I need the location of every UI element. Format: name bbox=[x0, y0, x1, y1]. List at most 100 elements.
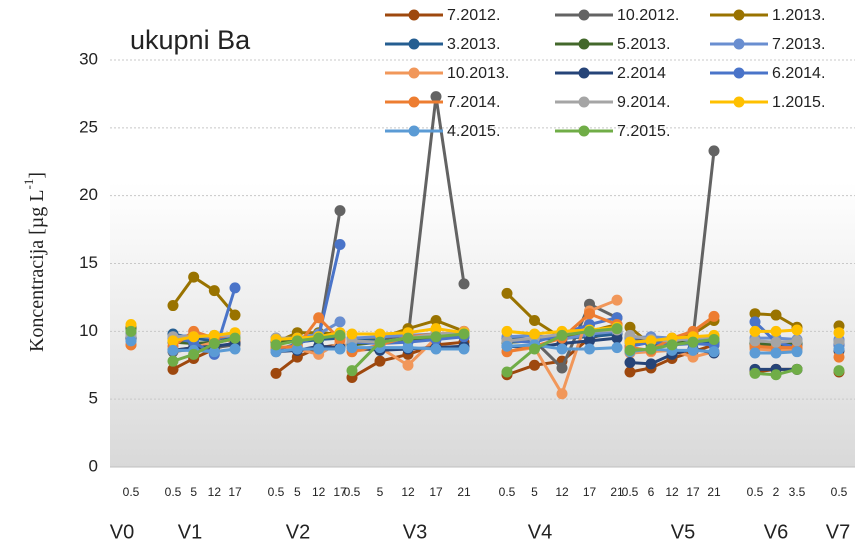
series-marker bbox=[770, 347, 782, 359]
series-line bbox=[275, 315, 342, 350]
series-marker bbox=[334, 316, 346, 328]
x-tick-label: 17 bbox=[429, 485, 443, 499]
series-marker bbox=[833, 327, 845, 339]
x-tick-label: 0.5 bbox=[499, 485, 516, 499]
series-marker bbox=[708, 310, 720, 322]
legend-marker bbox=[408, 125, 420, 137]
series-marker bbox=[208, 346, 220, 358]
legend-label: 10.2012. bbox=[617, 7, 679, 24]
legend-marker bbox=[578, 9, 590, 21]
series-marker bbox=[584, 335, 595, 347]
series-marker bbox=[346, 342, 358, 354]
legend-label: 1.2013. bbox=[772, 7, 825, 24]
series-marker bbox=[167, 335, 179, 347]
series-marker bbox=[402, 359, 414, 371]
series-marker bbox=[229, 282, 241, 294]
series-marker bbox=[791, 363, 803, 375]
series-marker bbox=[346, 365, 358, 377]
series-line bbox=[275, 333, 341, 347]
x-tick-label: 0.5 bbox=[165, 485, 182, 499]
series-marker bbox=[402, 332, 414, 344]
series-marker bbox=[556, 343, 568, 355]
series-marker bbox=[529, 343, 540, 355]
series-line bbox=[172, 331, 236, 343]
x-tick-label: 12 bbox=[665, 485, 679, 499]
series-marker bbox=[374, 355, 386, 367]
series-marker bbox=[770, 336, 782, 348]
x-tick-label: 17 bbox=[583, 485, 597, 499]
x-tick-label: 12 bbox=[555, 485, 569, 499]
series-marker bbox=[749, 335, 761, 347]
series-marker bbox=[708, 145, 720, 157]
series-marker bbox=[624, 321, 636, 333]
series-marker bbox=[611, 323, 623, 335]
series-marker bbox=[334, 343, 346, 355]
series-marker bbox=[167, 344, 179, 356]
legend-label: 5.2013. bbox=[617, 36, 670, 53]
series-marker bbox=[402, 342, 414, 354]
series-marker bbox=[770, 369, 782, 381]
legend-marker bbox=[578, 125, 590, 137]
series-marker bbox=[791, 346, 803, 358]
series-marker bbox=[125, 325, 137, 337]
series-marker bbox=[611, 294, 623, 306]
series-marker bbox=[624, 357, 636, 369]
series-line bbox=[275, 331, 341, 341]
series-marker bbox=[687, 336, 699, 348]
series-marker bbox=[791, 324, 803, 336]
series-line bbox=[275, 347, 340, 354]
legend-marker bbox=[408, 38, 420, 50]
legend-marker bbox=[408, 67, 420, 79]
y-tick-label: 15 bbox=[79, 253, 98, 272]
series-marker bbox=[501, 325, 513, 337]
series-marker bbox=[833, 343, 845, 355]
x-tick-label: 21 bbox=[707, 485, 721, 499]
series-line bbox=[173, 347, 236, 354]
series-marker bbox=[556, 362, 568, 374]
series-marker bbox=[611, 342, 623, 354]
series-marker bbox=[624, 344, 636, 356]
legend-label: 1.2015. bbox=[772, 94, 825, 111]
y-tick-label: 10 bbox=[79, 321, 98, 340]
y-tick-label: 30 bbox=[79, 49, 98, 68]
series-marker bbox=[188, 331, 200, 343]
series-marker bbox=[458, 328, 470, 340]
legend-label: 2.2014 bbox=[617, 65, 666, 82]
series-marker bbox=[167, 363, 179, 375]
series-marker bbox=[687, 344, 699, 356]
series-marker bbox=[430, 343, 442, 355]
series-marker bbox=[770, 325, 782, 337]
series-marker bbox=[708, 333, 720, 345]
series-marker bbox=[529, 314, 540, 326]
legend-label: 4.2015. bbox=[447, 123, 500, 140]
series-marker bbox=[374, 336, 386, 348]
series-marker bbox=[501, 287, 513, 299]
x-tick-label: 5 bbox=[531, 485, 538, 499]
series-marker bbox=[833, 365, 845, 377]
series-marker bbox=[229, 309, 241, 321]
series-marker bbox=[645, 358, 657, 370]
y-tick-label: 25 bbox=[79, 117, 98, 136]
y-tick-label: 0 bbox=[89, 456, 98, 475]
x-tick-label: 0.5 bbox=[831, 485, 848, 499]
y-tick-label: 5 bbox=[89, 389, 98, 408]
legend-marker bbox=[733, 67, 745, 79]
x-tick-label: 3.5 bbox=[789, 485, 806, 499]
legend-marker bbox=[578, 38, 590, 50]
legend-marker bbox=[733, 38, 745, 50]
series-marker bbox=[313, 312, 325, 324]
series-marker bbox=[458, 343, 470, 355]
series-marker bbox=[374, 328, 386, 340]
x-tick-label: 17 bbox=[686, 485, 700, 499]
series-marker bbox=[334, 329, 346, 341]
legend-label: 7.2014. bbox=[447, 94, 500, 111]
series-marker bbox=[645, 335, 657, 347]
group-label: V1 bbox=[178, 521, 202, 543]
series-marker bbox=[430, 323, 442, 335]
series-marker bbox=[334, 239, 346, 251]
x-tick-label: 17 bbox=[333, 485, 347, 499]
x-tick-label: 0.5 bbox=[268, 485, 285, 499]
legend-marker bbox=[578, 67, 590, 79]
series-marker bbox=[584, 308, 595, 320]
